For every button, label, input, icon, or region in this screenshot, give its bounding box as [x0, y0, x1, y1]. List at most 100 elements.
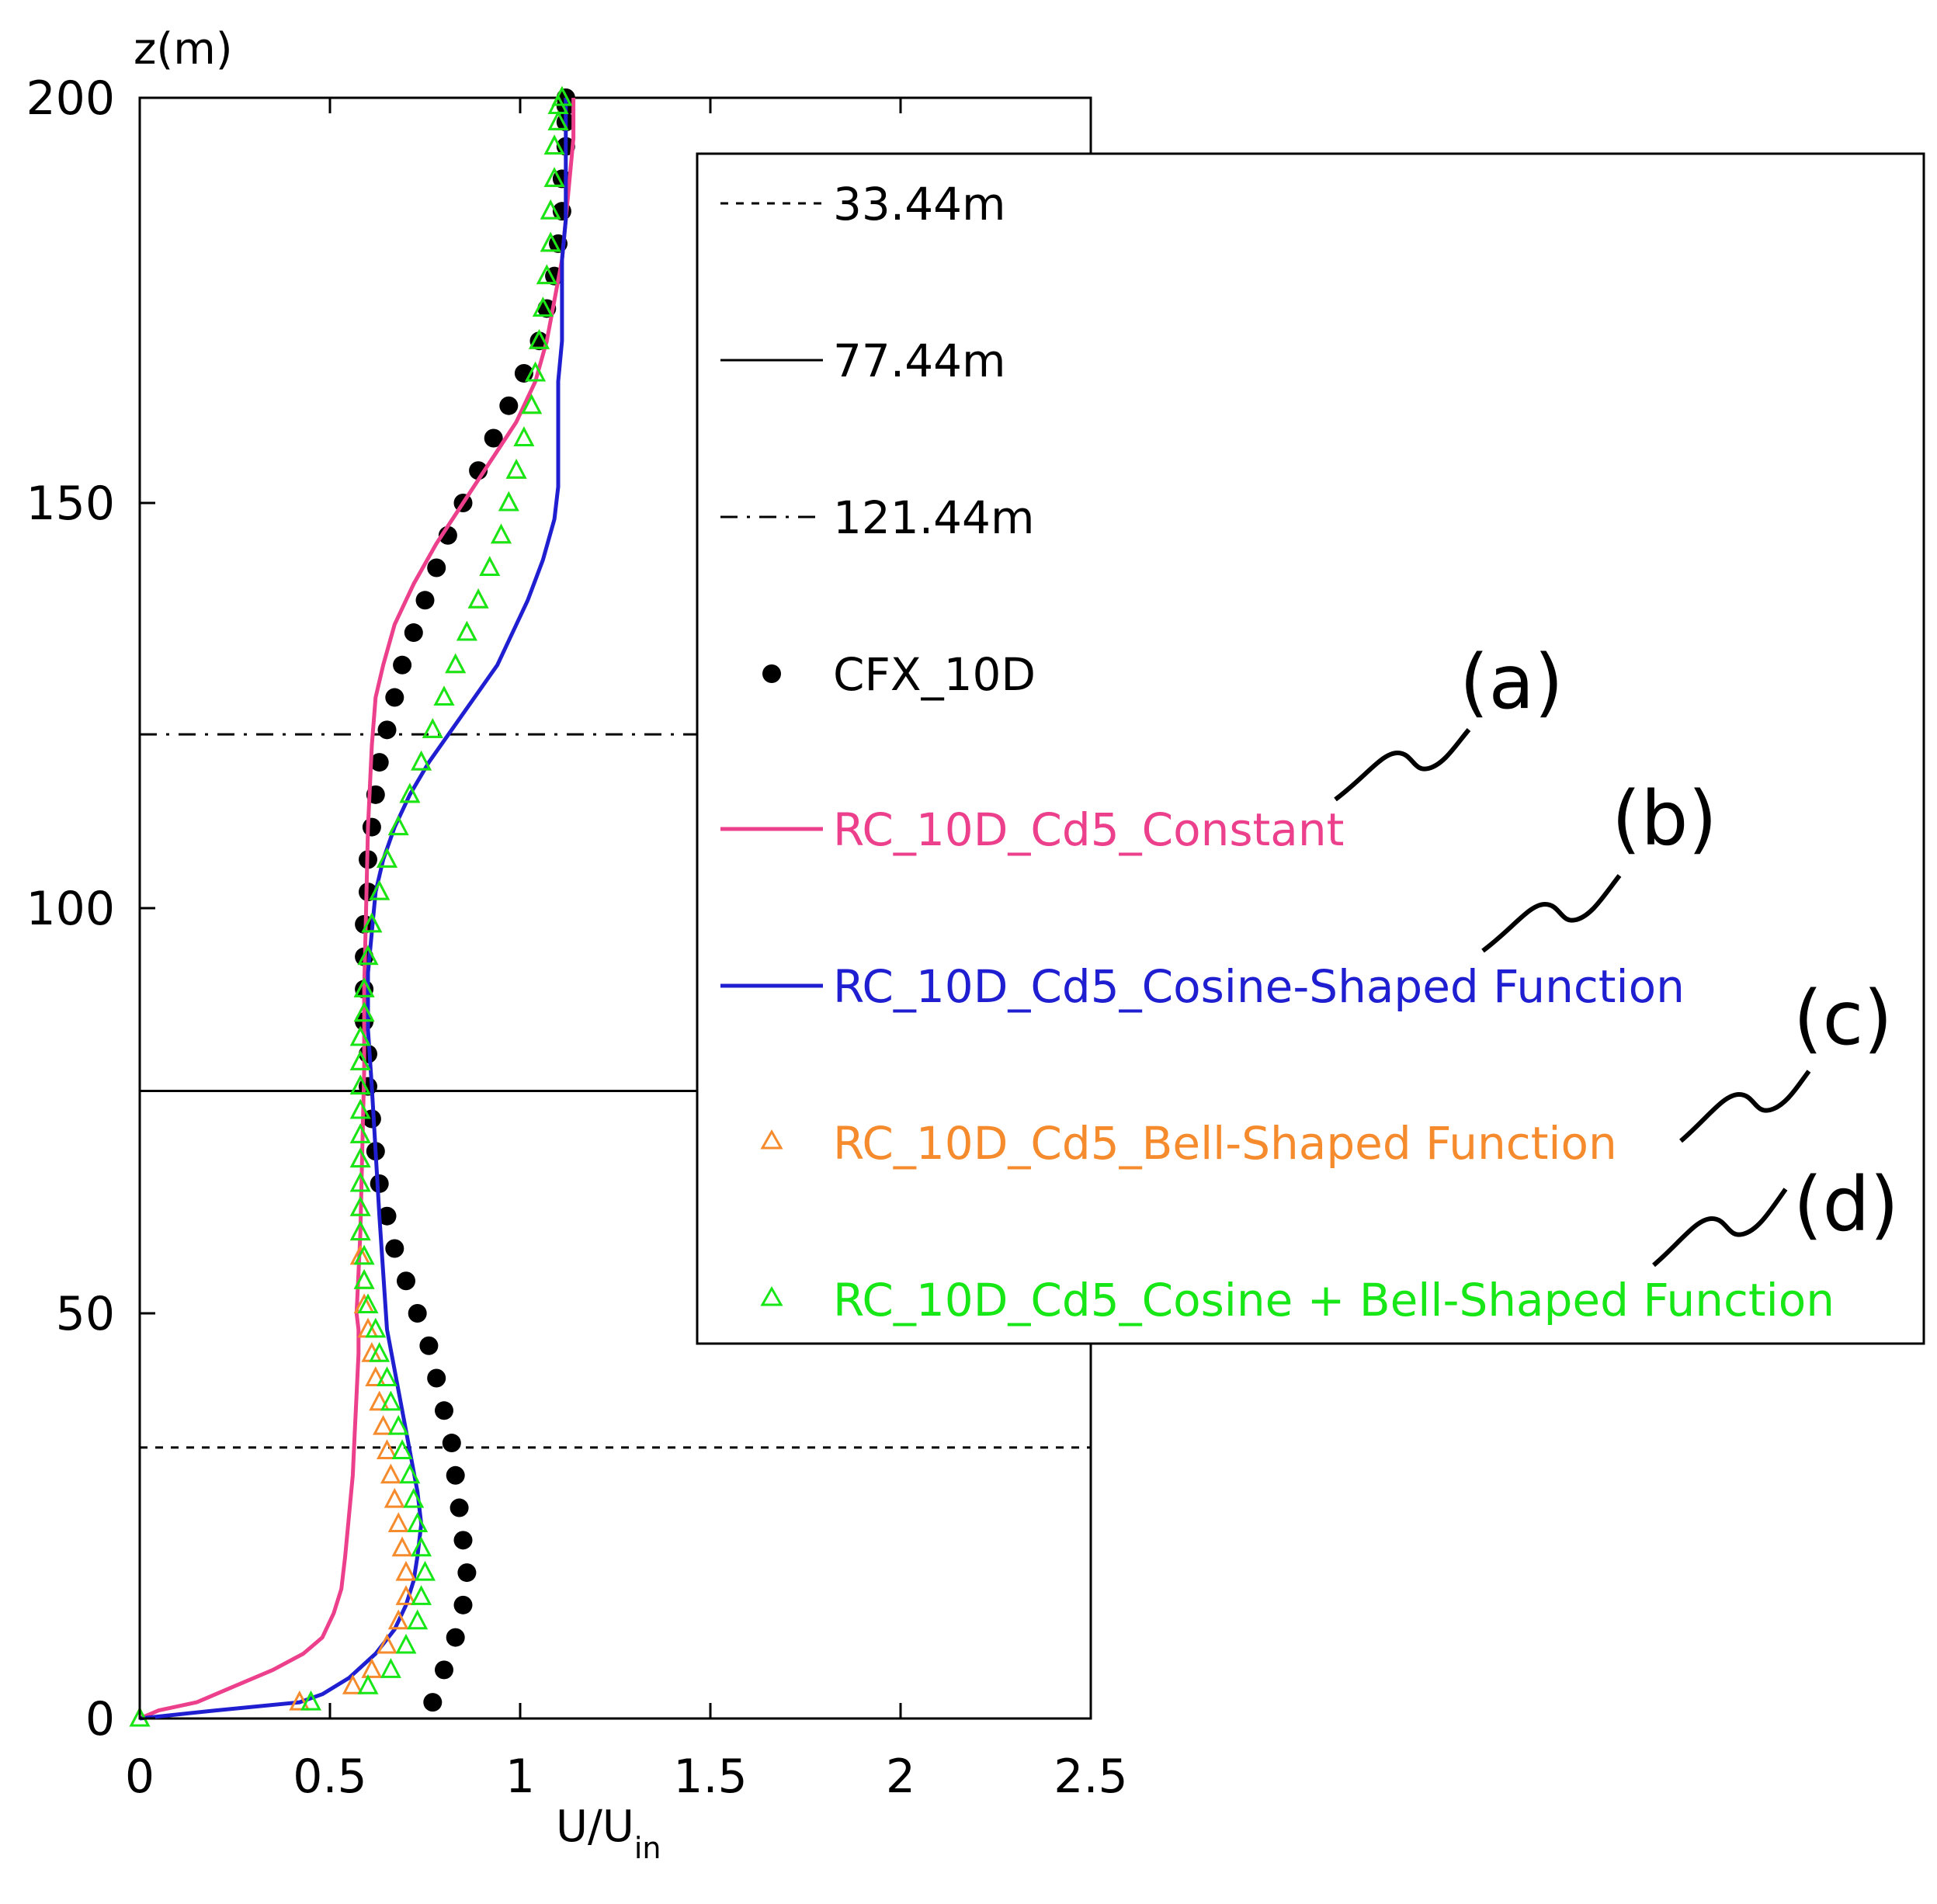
point-rc-10d-cd5-cosine-bell-shaped-function-32: [357, 945, 379, 966]
point-rc-10d-cd5-cosine-bell-shaped-function-54: [540, 231, 561, 252]
point-rc-10d-cd5-cosine-bell-shaped-function-48: [513, 426, 535, 446]
y-tick-label-3: 150: [26, 477, 115, 531]
point-rc-10d-cd5-cosine-bell-shaped-function-36: [387, 815, 409, 836]
annotation-c-pointer: [1679, 1070, 1811, 1143]
x-tick-label-5: 2.5: [1054, 1750, 1127, 1804]
point-rc-10d-cd5-cosine-bell-shaped-function-28: [349, 1050, 371, 1070]
point-cfx-10d-14: [385, 1239, 404, 1258]
y-axis-label: z(m): [134, 24, 233, 75]
point-cfx-10d-11: [419, 1336, 439, 1355]
point-rc-10d-cd5-cosine-bell-shaped-function-16: [369, 1341, 391, 1362]
point-rc-10d-cd5-cosine-bell-shaped-function-42: [456, 620, 477, 641]
point-rc-10d-cd5-bell-shaped-function-11: [380, 1463, 401, 1484]
point-rc-10d-cd5-cosine-bell-shaped-function-14: [380, 1390, 401, 1411]
point-rc-10d-cd5-bell-shaped-function-1: [289, 1690, 311, 1711]
point-rc-10d-cd5-bell-shaped-function-2: [342, 1674, 363, 1694]
point-rc-10d-cd5-cosine-bell-shaped-function-37: [399, 782, 421, 803]
point-rc-10d-cd5-cosine-bell-shaped-function-1: [300, 1690, 321, 1711]
legend-swatch-cosine-bell: [760, 1285, 783, 1306]
point-rc-10d-cd5-cosine-bell-shaped-function-60: [551, 85, 573, 106]
point-rc-10d-cd5-cosine-bell-shaped-function-33: [361, 912, 383, 933]
point-rc-10d-cd5-cosine-bell-shaped-function-11: [399, 1463, 421, 1484]
point-cfx-10d-40: [499, 396, 519, 415]
point-cfx-10d-33: [404, 623, 423, 643]
point-cfx-10d-4: [457, 1563, 477, 1583]
annotation-a-pointer: [1334, 728, 1471, 802]
point-rc-10d-cd5-cosine-bell-shaped-function-8: [411, 1536, 432, 1557]
point-rc-10d-cd5-cosine-bell-shaped-function-49: [521, 394, 543, 414]
point-rc-10d-cd5-cosine-bell-shaped-function-52: [532, 297, 554, 317]
point-cfx-10d-7: [446, 1465, 465, 1485]
annotation-c: (c): [1793, 975, 1893, 1062]
point-cfx-10d-34: [415, 591, 435, 610]
point-cfx-10d-9: [435, 1401, 453, 1420]
point-rc-10d-cd5-cosine-bell-shaped-function-58: [547, 110, 569, 130]
point-cfx-10d-27: [362, 817, 381, 837]
legend-label-77-44m: 77.44m: [833, 335, 1006, 387]
x-tick-label-4: 2: [886, 1750, 915, 1804]
point-rc-10d-cd5-cosine-bell-shaped-function-24: [349, 1147, 371, 1168]
point-cfx-10d-8: [442, 1434, 461, 1453]
point-rc-10d-cd5-cosine-bell-shaped-function-50: [525, 361, 547, 382]
point-rc-10d-cd5-cosine-bell-shaped-function-2: [357, 1674, 379, 1694]
point-rc-10d-cd5-cosine-bell-shaped-function-9: [407, 1512, 429, 1532]
point-rc-10d-cd5-cosine-bell-shaped-function-13: [387, 1414, 409, 1435]
annotation-a: (a): [1460, 639, 1564, 726]
point-rc-10d-cd5-cosine-bell-shaped-function-45: [491, 523, 512, 544]
point-rc-10d-cd5-cosine-bell-shaped-function-40: [433, 685, 455, 706]
point-rc-10d-cd5-cosine-bell-shaped-function-22: [349, 1196, 371, 1216]
point-cfx-10d-2: [446, 1628, 465, 1647]
point-cfx-10d-13: [397, 1271, 415, 1291]
y-tick-label-4: 200: [26, 71, 115, 126]
point-cfx-10d-35: [427, 558, 446, 577]
point-cfx-10d-31: [385, 688, 404, 707]
point-rc-10d-cd5-bell-shaped-function-9: [387, 1512, 409, 1532]
point-rc-10d-cd5-bell-shaped-function-15: [365, 1366, 387, 1387]
point-rc-10d-cd5-cosine-bell-shaped-function-56: [543, 167, 565, 187]
point-cfx-10d-32: [393, 655, 412, 675]
point-cfx-10d-1: [435, 1660, 453, 1680]
point-cfx-10d-3: [453, 1595, 473, 1614]
legend: 33.44m 77.44m 121.44m CFX_10D RC_10D_Cd5…: [696, 152, 1925, 1345]
point-rc-10d-cd5-bell-shaped-function-8: [391, 1536, 413, 1557]
point-rc-10d-cd5-bell-shaped-function-6: [395, 1585, 417, 1605]
annotations: (a) (b) (c) (d): [1334, 639, 1899, 1268]
point-cfx-10d-6: [450, 1498, 469, 1517]
x-tick-label-2: 1: [505, 1750, 535, 1804]
legend-label-121-44m: 121.44m: [833, 491, 1034, 544]
point-rc-10d-cd5-bell-shaped-function-10: [384, 1487, 405, 1508]
point-rc-10d-cd5-cosine-bell-shaped-function-44: [479, 556, 501, 577]
point-rc-10d-cd5-cosine-bell-shaped-function-43: [467, 588, 489, 609]
point-rc-10d-cd5-cosine-bell-shaped-function-15: [377, 1366, 397, 1387]
point-rc-10d-cd5-cosine-bell-shaped-function-23: [349, 1171, 371, 1192]
point-rc-10d-cd5-cosine-bell-shaped-function-53: [536, 264, 557, 285]
point-rc-10d-cd5-cosine-bell-shaped-function-17: [365, 1317, 387, 1338]
point-cfx-10d-12: [408, 1304, 427, 1323]
point-rc-10d-cd5-cosine-bell-shaped-function-38: [411, 750, 432, 771]
legend-label-cosine-bell: RC_10D_Cd5_Cosine + Bell-Shaped Function: [833, 1274, 1835, 1327]
x-tick-label-0: 0: [125, 1750, 154, 1804]
x-tick-label-3: 1.5: [673, 1750, 747, 1804]
annotation-b-pointer: [1481, 874, 1622, 953]
point-rc-10d-cd5-cosine-bell-shaped-function-7: [415, 1560, 436, 1581]
point-rc-10d-cd5-bell-shaped-function-4: [377, 1633, 397, 1654]
point-cfx-10d-30: [377, 720, 397, 740]
axis-ticks: 0 0.5 1 1.5 2 2.5 0 50 100 150 200: [26, 71, 1127, 1804]
point-rc-10d-cd5-cosine-bell-shaped-function-6: [411, 1585, 432, 1605]
point-rc-10d-cd5-cosine-bell-shaped-function-55: [540, 199, 561, 220]
legend-label-constant: RC_10D_Cd5_Constant: [833, 803, 1344, 856]
point-rc-10d-cd5-bell-shaped-function-5: [387, 1609, 409, 1630]
point-rc-10d-cd5-cosine-bell-shaped-function-31: [353, 977, 375, 997]
point-rc-10d-cd5-cosine-bell-shaped-function-25: [349, 1123, 371, 1143]
point-rc-10d-cd5-cosine-bell-shaped-function-10: [403, 1487, 425, 1508]
legend-swatch-bell: [760, 1129, 783, 1150]
point-rc-10d-cd5-cosine-bell-shaped-function-3: [380, 1658, 401, 1678]
x-axis-label-subscript: in: [634, 1831, 661, 1865]
point-rc-10d-cd5-cosine-bell-shaped-function-4: [395, 1633, 417, 1654]
point-rc-10d-cd5-cosine-bell-shaped-function-35: [377, 848, 397, 868]
legend-label-cosine: RC_10D_Cd5_Cosine-Shaped Function: [833, 960, 1685, 1013]
point-rc-10d-cd5-cosine-bell-shaped-function-20: [353, 1244, 375, 1265]
point-rc-10d-cd5-cosine-bell-shaped-function-51: [529, 328, 550, 349]
series-rc-10d-cd5-cosine-bell-shaped-function: [129, 85, 573, 1727]
